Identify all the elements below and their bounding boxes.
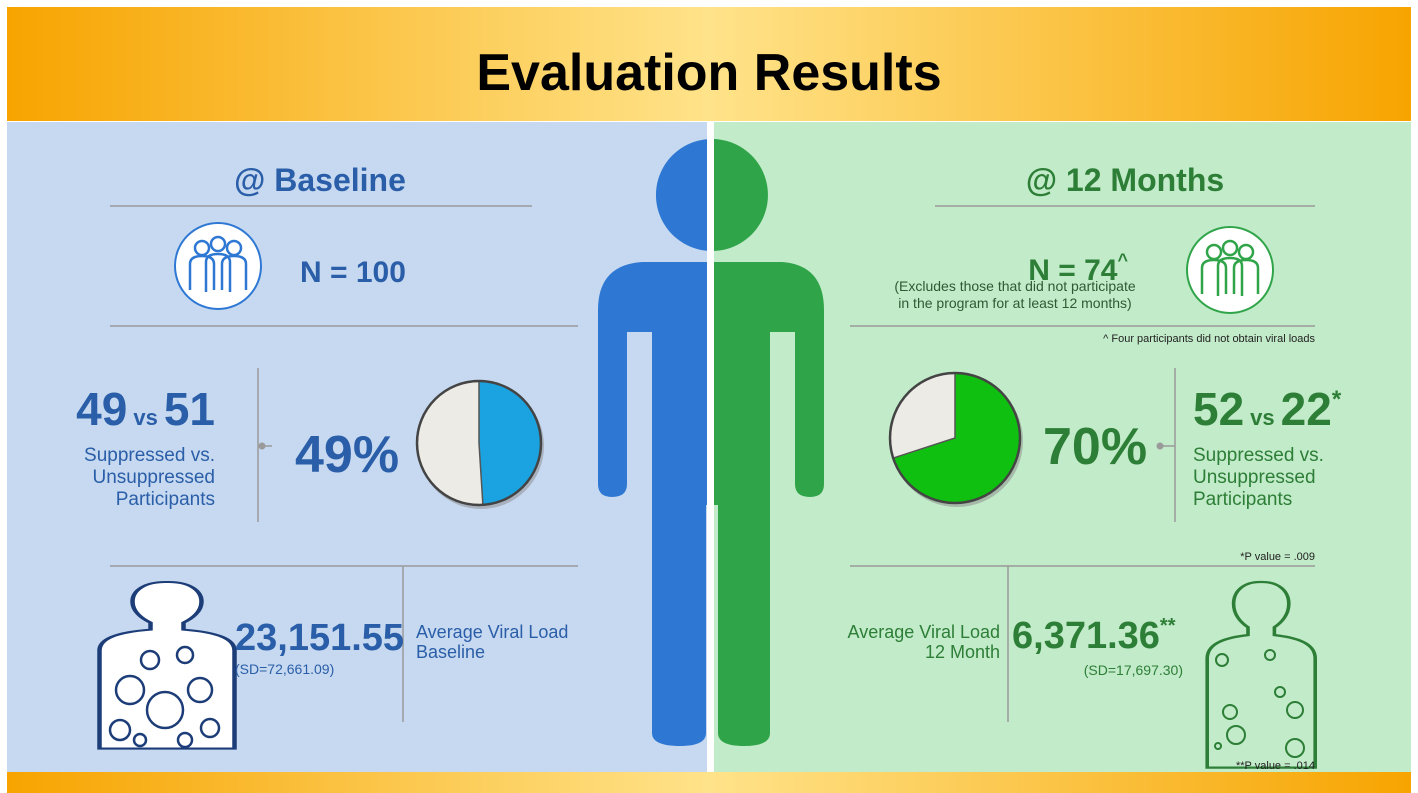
month12-heading: @ 12 Months	[1026, 162, 1224, 198]
percent-label: 70%	[1043, 418, 1147, 476]
p-value: *P value = .009	[1240, 551, 1315, 563]
viral-load-value: 6,371.36	[1012, 615, 1160, 657]
unsuppressed-mark: *	[1332, 386, 1342, 413]
caption-line: Unsuppressed	[92, 467, 215, 488]
connector-dot	[259, 443, 266, 450]
vs: vs	[133, 405, 157, 430]
suppressed-count: 52	[1193, 383, 1244, 435]
sd: (SD=17,697.30)	[1084, 662, 1183, 678]
unsuppressed-count: 22	[1281, 383, 1332, 435]
footer-band	[7, 772, 1411, 793]
caption-line: Participants	[116, 489, 215, 510]
people-icon	[1187, 227, 1273, 313]
vs: vs	[1250, 405, 1274, 430]
sd: (SD=72,661.09)	[235, 661, 334, 677]
viral-load-label: 12 Month	[925, 642, 1000, 662]
viral-load-mark: **	[1160, 615, 1176, 637]
viral-load-label: Baseline	[416, 642, 485, 662]
pie-chart	[890, 373, 1023, 507]
percent-label: 49%	[295, 426, 399, 484]
n-mark: ^	[1117, 250, 1128, 270]
caption-line: Unsuppressed	[1193, 467, 1316, 488]
caption-line: Suppressed vs.	[84, 445, 215, 466]
note: (Excludes those that did not participate	[894, 278, 1135, 294]
footnote: ^ Four participants did not obtain viral…	[1103, 333, 1315, 345]
title: Evaluation Results	[476, 44, 941, 102]
connector-dot	[1157, 443, 1164, 450]
people-icon	[175, 223, 261, 309]
viral-load: 23,151.55	[235, 617, 404, 659]
unsuppressed-count: 51	[164, 383, 215, 435]
pie-chart	[417, 381, 544, 509]
caption-line: Suppressed vs.	[1193, 445, 1324, 466]
n-count: N = 100	[300, 256, 406, 289]
suppressed-count: 49	[76, 383, 127, 435]
p-value: **P value = .014	[1236, 760, 1315, 772]
caption-line: Participants	[1193, 489, 1292, 510]
note: in the program for at least 12 months)	[898, 295, 1131, 311]
viral-load: 6,371.36**	[1012, 615, 1176, 657]
viral-load-label: Average Viral Load	[416, 622, 568, 642]
baseline-heading: @ Baseline	[234, 162, 406, 198]
viral-load-label: Average Viral Load	[848, 622, 1000, 642]
infographic: Evaluation Results @ Baseline N = 100 49…	[0, 0, 1418, 793]
